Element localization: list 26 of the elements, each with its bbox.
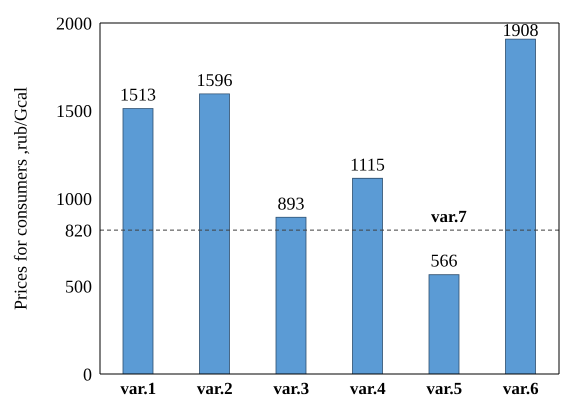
bar: [199, 94, 230, 374]
x-tick-label: var.2: [196, 379, 233, 398]
bar: [352, 178, 383, 374]
bar: [428, 274, 460, 374]
y-tick-label: 820: [65, 220, 92, 240]
data-label: 1115: [350, 154, 385, 174]
y-tick-label: 1000: [56, 188, 92, 209]
x-tick-label: var.4: [350, 379, 386, 398]
data-label: 1596: [196, 70, 232, 90]
x-tick-label: var.3: [273, 379, 310, 398]
y-tick-label: 2000: [56, 13, 92, 34]
y-tick-label: 1500: [56, 101, 92, 122]
x-tick-label: var.1: [120, 379, 156, 398]
data-label: 566: [430, 250, 458, 271]
y-axis-title: Prices for consumers ,rub/Gcal: [10, 87, 30, 310]
y-tick-label: 0: [83, 364, 92, 384]
data-label: 893: [278, 193, 304, 214]
bar: [122, 108, 154, 374]
data-label: 1513: [120, 84, 156, 104]
y-tick-label: 500: [65, 276, 92, 297]
x-tick-label: var.5: [426, 379, 462, 398]
bar: [276, 216, 306, 374]
x-tick-label: var.6: [502, 379, 539, 398]
data-label: 1908: [502, 20, 538, 40]
bar: [505, 38, 536, 374]
ref-line-label: var.7: [430, 207, 468, 226]
